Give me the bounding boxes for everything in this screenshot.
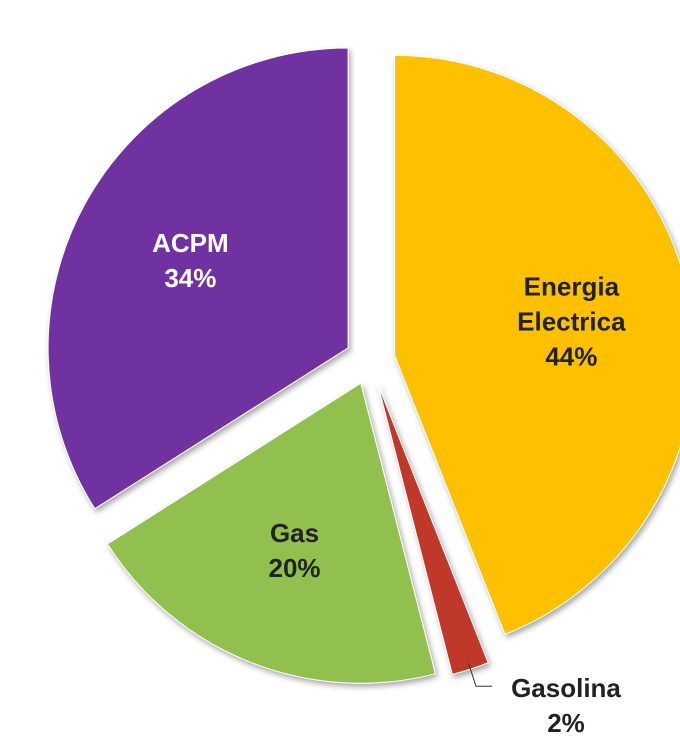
slice-label: Energia Electrica 44%	[517, 269, 626, 374]
slice-value: 44%	[545, 341, 598, 372]
pie-slice	[394, 54, 680, 635]
slice-label: Gas 20%	[269, 516, 321, 586]
slice-category: Energia Electrica	[517, 270, 626, 337]
slice-category: Gasolina	[511, 673, 621, 704]
leader-line	[468, 663, 492, 687]
slice-value: 34%	[164, 263, 217, 294]
slice-value: 20%	[268, 552, 321, 583]
pie-slice	[106, 382, 437, 684]
slice-value: 2%	[547, 708, 585, 739]
slice-label: ACPM 34%	[152, 226, 229, 296]
slice-label: Gasolina 2%	[511, 671, 621, 741]
pie-slice	[47, 47, 349, 510]
slice-category: ACPM	[152, 228, 229, 259]
slice-category: Gas	[269, 517, 320, 548]
